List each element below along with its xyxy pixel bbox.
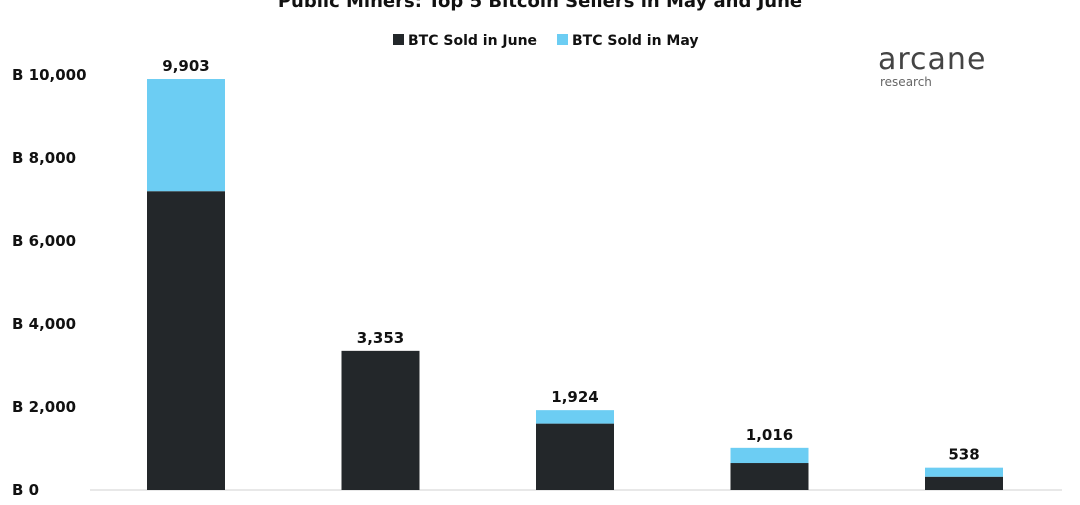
chart-title: Public Miners: Top 5 Bitcoin Sellers in … — [278, 0, 802, 12]
brand-name: arcane — [878, 42, 986, 77]
bar-segment-may — [536, 410, 614, 424]
legend-swatch-may — [557, 34, 568, 45]
y-tick-label: B 2,000 — [12, 398, 76, 416]
bars — [147, 79, 1003, 490]
brand-logo: arcane research — [878, 42, 986, 89]
y-tick-label: B 6,000 — [12, 232, 76, 250]
data-label-total: 538 — [948, 446, 979, 464]
legend-label-may: BTC Sold in May — [572, 33, 698, 49]
data-label-total: 1,016 — [746, 426, 793, 444]
data-label-total: 3,353 — [357, 329, 404, 347]
bar-segment-june — [536, 423, 614, 490]
bar-segment-june — [925, 476, 1003, 490]
y-tick-label: B 10,000 — [12, 66, 87, 84]
bar-segment-june — [147, 191, 225, 490]
data-labels: 9,903 3,353 1,924 1,016 538 — [162, 57, 979, 464]
bar-segment-may — [925, 467, 1003, 477]
bar-segment-june — [730, 463, 809, 490]
y-axis-ticks: B 0 B 2,000 B 4,000 B 6,000 B 8,000 B 10,000 — [12, 66, 87, 499]
brand-sub: research — [880, 75, 932, 89]
bar-segment-may — [147, 79, 225, 192]
data-label-total: 1,924 — [551, 388, 598, 406]
y-tick-label: B 8,000 — [12, 149, 76, 167]
bar-segment-june — [341, 350, 420, 490]
legend: BTC Sold in June BTC Sold in May — [393, 33, 698, 49]
legend-swatch-june — [393, 34, 404, 45]
legend-label-june: BTC Sold in June — [408, 33, 537, 49]
y-tick-label: B 4,000 — [12, 315, 76, 333]
y-tick-label: B 0 — [12, 481, 39, 499]
data-label-total: 9,903 — [162, 57, 209, 75]
bar-segment-may — [730, 447, 809, 464]
